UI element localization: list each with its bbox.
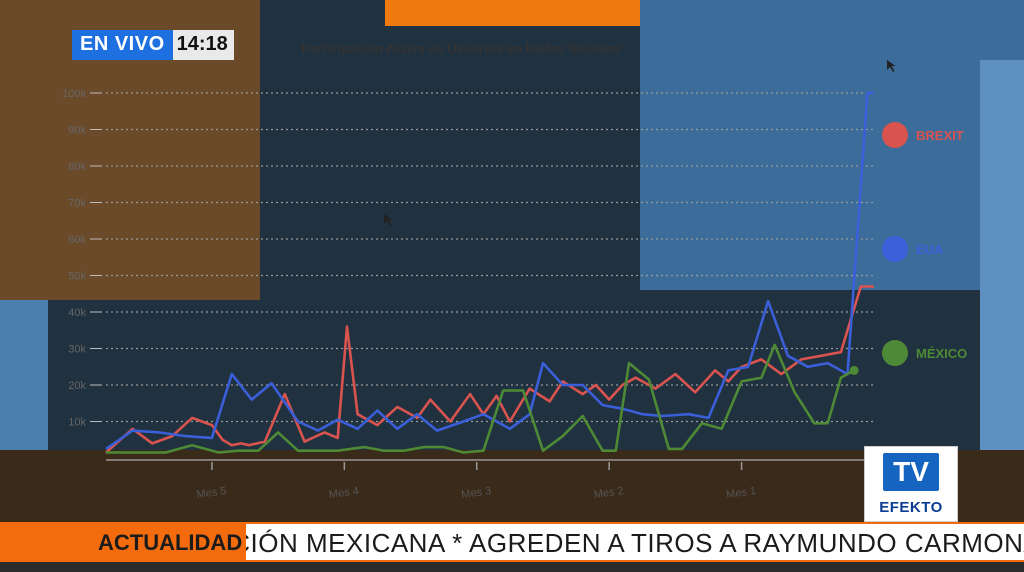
logo-tv-mark: TV bbox=[883, 453, 939, 491]
legend-label: BREXIT bbox=[916, 128, 964, 143]
y-tick-label: 100k bbox=[62, 88, 86, 100]
y-tick-label: 10k bbox=[68, 417, 86, 429]
legend-swatch bbox=[882, 236, 908, 262]
legend-item: EUA bbox=[882, 236, 944, 262]
y-tick-label: 70k bbox=[68, 198, 86, 210]
series-end-point bbox=[849, 365, 859, 375]
y-tick-label: 60k bbox=[68, 234, 86, 246]
line-chart: Participación Activa de Usuarios en Rede… bbox=[62, 41, 967, 501]
ticker-text: CCIÓN MEXICANA * AGREDEN A TIROS A RAYMU… bbox=[212, 528, 1024, 558]
live-badge: EN VIVO bbox=[72, 30, 173, 60]
x-tick-label: Mes 3 bbox=[461, 485, 492, 501]
logo-name: EFEKTO bbox=[879, 499, 943, 516]
ticker-label: ACTUALIDAD bbox=[94, 524, 247, 560]
legend: BREXIT EUA MÉXICO bbox=[882, 122, 967, 366]
y-tick-label: 40k bbox=[68, 307, 86, 319]
x-tick-label: Mes 1 bbox=[725, 485, 756, 501]
legend-item: BREXIT bbox=[882, 122, 964, 148]
legend-swatch bbox=[882, 340, 908, 366]
mouse-cursor-icon bbox=[384, 214, 393, 226]
y-tick-label: 50k bbox=[68, 271, 86, 283]
x-tick-label: Mes 4 bbox=[328, 485, 359, 501]
legend-label: MÉXICO bbox=[916, 346, 967, 361]
series-lines bbox=[105, 91, 874, 454]
live-clock: 14:18 bbox=[172, 30, 234, 60]
channel-logo: TV EFEKTO bbox=[864, 446, 958, 522]
grid bbox=[106, 92, 874, 461]
legend-swatch bbox=[882, 122, 908, 148]
x-tick-label: Mes 5 bbox=[196, 485, 227, 501]
series-line-eua bbox=[105, 91, 874, 450]
y-axis-ticks: 10k 20k 30k 40k 50k 60k 70k 80k 90k 100k bbox=[62, 88, 102, 429]
live-indicator: EN VIVO 14:18 bbox=[72, 30, 234, 60]
series-line-méxico bbox=[106, 343, 855, 454]
legend-item: MÉXICO bbox=[882, 340, 967, 366]
y-tick-label: 80k bbox=[68, 161, 86, 173]
bottom-strip bbox=[0, 562, 1024, 572]
y-tick-label: 30k bbox=[68, 344, 86, 356]
mouse-cursor-icon bbox=[887, 60, 896, 72]
news-ticker: ACTUALIDAD CCIÓN MEXICANA * AGREDEN A TI… bbox=[0, 522, 1024, 562]
ticker-text-box: CCIÓN MEXICANA * AGREDEN A TIROS A RAYMU… bbox=[210, 524, 1024, 560]
y-tick-label: 90k bbox=[68, 125, 86, 137]
x-tick-label: Mes 2 bbox=[593, 485, 624, 501]
chart-title: Participación Activa de Usuarios en Rede… bbox=[301, 41, 621, 56]
y-tick-label: 20k bbox=[68, 380, 86, 392]
legend-label: EUA bbox=[916, 242, 944, 257]
